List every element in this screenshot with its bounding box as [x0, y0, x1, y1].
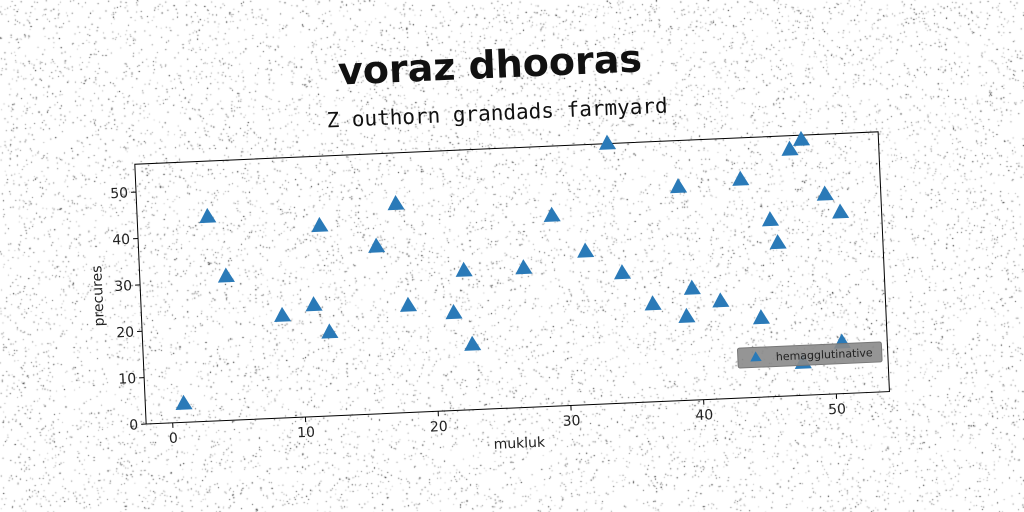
- x-tick-label: 50: [828, 401, 847, 418]
- axes-frame: [134, 131, 890, 425]
- data-point: [614, 264, 632, 280]
- y-axis-label: precures: [89, 265, 108, 327]
- y-tick-label: 40: [112, 232, 131, 249]
- data-point: [644, 295, 662, 311]
- legend-box: [736, 341, 883, 369]
- data-point: [712, 292, 730, 308]
- main-title: voraz dhooras: [337, 36, 643, 93]
- data-point: [670, 178, 688, 194]
- x-axis-label: mukluk: [493, 435, 546, 453]
- y-axis: 0 10 20 30 40 50: [110, 185, 147, 434]
- x-tick-label: 30: [562, 413, 581, 430]
- data-point: [832, 203, 850, 219]
- data-point: [816, 185, 834, 201]
- data-point: [781, 140, 799, 156]
- data-point: [515, 259, 533, 275]
- data-point: [761, 211, 780, 227]
- data-point: [577, 242, 595, 258]
- data-point: [599, 134, 617, 150]
- x-tick-label: 20: [430, 419, 449, 436]
- chart-subtitle: Z outhorn grandads farmyard: [326, 94, 668, 133]
- data-point: [368, 237, 386, 253]
- data-point: [464, 335, 482, 351]
- x-tick-label: 40: [695, 407, 714, 424]
- y-tick-label: 30: [114, 278, 133, 295]
- data-point: [399, 296, 418, 312]
- x-axis: 0 10 20 30 40 50: [169, 393, 847, 447]
- y-tick-label: 50: [110, 185, 129, 202]
- data-point: [199, 207, 217, 224]
- data-point: [683, 279, 701, 295]
- x-tick-label: 10: [297, 425, 316, 442]
- legend-label: hemagglutinative: [776, 346, 874, 363]
- data-point: [732, 170, 750, 186]
- y-tick-label: 0: [129, 417, 139, 433]
- data-point: [305, 296, 323, 312]
- data-point: [769, 234, 787, 250]
- x-tick-label: 0: [169, 431, 179, 447]
- data-point: [543, 206, 561, 222]
- y-tick-label: 10: [118, 371, 137, 388]
- data-point: [311, 216, 329, 233]
- data-point: [274, 306, 292, 323]
- data-point: [678, 307, 696, 323]
- data-point: [793, 130, 811, 147]
- data-point: [387, 194, 405, 211]
- data-point: [455, 261, 473, 277]
- data-point: [175, 394, 193, 410]
- legend-marker: [750, 351, 762, 362]
- data-point: [445, 303, 463, 320]
- legend: hemagglutinative: [736, 341, 883, 369]
- data-point: [217, 267, 235, 283]
- y-tick-label: 20: [116, 325, 135, 342]
- data-point: [321, 323, 339, 339]
- data-point: [752, 309, 771, 325]
